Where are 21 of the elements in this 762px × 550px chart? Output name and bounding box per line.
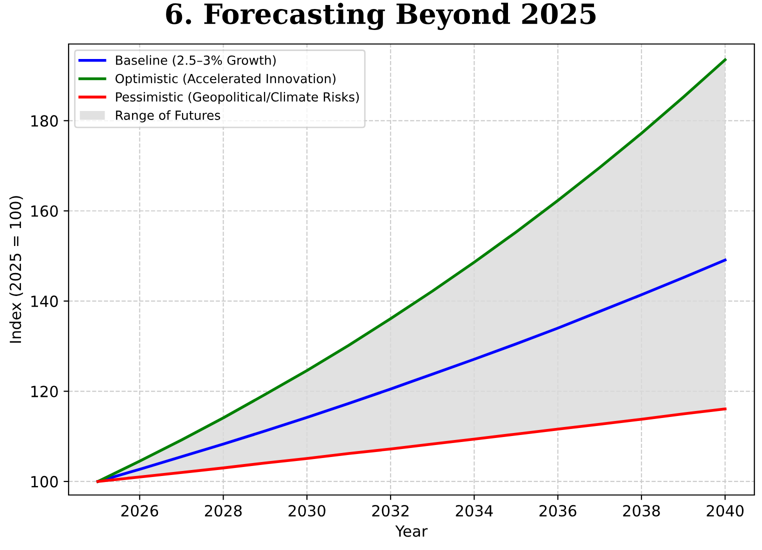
y-tick-label: 120 xyxy=(31,386,58,398)
x-tick-label: 2032 xyxy=(372,504,408,517)
legend-label: Range of Futures xyxy=(116,110,220,122)
y-tick-label: 100 xyxy=(31,476,58,488)
x-axis-title: Year xyxy=(395,526,428,537)
y-axis-title: Index (2025 = 100) xyxy=(9,196,23,343)
legend-label: Optimistic (Accelerated Innovation) xyxy=(116,74,336,86)
x-tick-label: 2026 xyxy=(121,504,158,517)
legend-label: Baseline (2.5–3% Growth) xyxy=(116,55,276,66)
x-tick-label: 2034 xyxy=(456,504,493,517)
x-tick-label: 2038 xyxy=(623,504,660,517)
y-tick-label: 140 xyxy=(31,296,58,308)
legend-label: Pessimistic (Geopolitical/Climate Risks) xyxy=(116,92,359,104)
x-tick-label: 2028 xyxy=(204,504,242,517)
x-tick-label: 2040 xyxy=(706,504,744,517)
x-tick-label: 2030 xyxy=(288,504,326,517)
chart-title: 6. Forecasting Beyond 2025 xyxy=(166,2,596,30)
y-tick-label: 180 xyxy=(31,115,58,127)
line-series xyxy=(96,407,726,483)
y-tick-label: 160 xyxy=(31,205,58,217)
x-tick-label: 2036 xyxy=(540,504,576,517)
